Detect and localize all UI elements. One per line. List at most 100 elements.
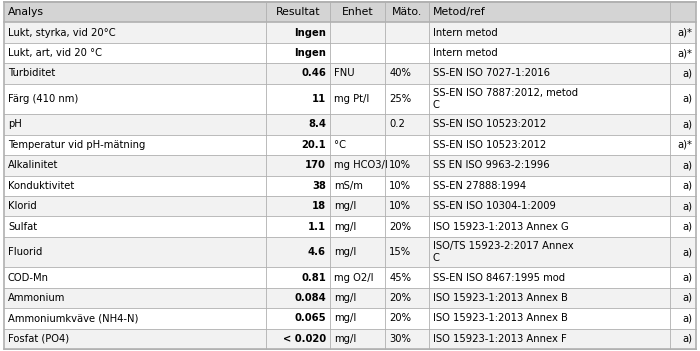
Bar [4, 22, 696, 43]
Text: 10%: 10% [389, 201, 412, 211]
Text: mg/l: mg/l [334, 293, 356, 303]
Text: a): a) [682, 247, 692, 257]
Text: Intern metod: Intern metod [433, 48, 498, 58]
Text: COD-Mn: COD-Mn [8, 273, 49, 283]
Text: SS-EN 27888:1994: SS-EN 27888:1994 [433, 181, 526, 191]
Text: < 0.020: < 0.020 [283, 334, 326, 344]
Text: ISO 15923-1:2013 Annex B: ISO 15923-1:2013 Annex B [433, 293, 568, 303]
Text: a): a) [682, 94, 692, 104]
Text: 25%: 25% [389, 94, 412, 104]
Text: 38: 38 [312, 181, 326, 191]
Text: a): a) [682, 68, 692, 78]
Text: mg O2/l: mg O2/l [334, 273, 373, 283]
Text: Ingen: Ingen [294, 28, 326, 38]
Bar [4, 308, 696, 329]
Text: 0.2: 0.2 [389, 119, 405, 130]
Text: 170: 170 [305, 160, 326, 170]
Text: 20.1: 20.1 [301, 140, 326, 150]
Text: Enhet: Enhet [342, 7, 373, 17]
Text: 20%: 20% [389, 313, 412, 323]
Text: a)*: a)* [677, 28, 692, 38]
Text: SS-EN ISO 10523:2012: SS-EN ISO 10523:2012 [433, 119, 546, 130]
Text: 8.4: 8.4 [308, 119, 326, 130]
Text: 20%: 20% [389, 293, 412, 303]
Text: Ingen: Ingen [294, 48, 326, 58]
Bar [4, 237, 696, 267]
Text: a): a) [682, 119, 692, 130]
Text: Temperatur vid pH-mätning: Temperatur vid pH-mätning [8, 140, 146, 150]
Text: a)*: a)* [677, 140, 692, 150]
Text: Fosfat (PO4): Fosfat (PO4) [8, 334, 69, 344]
Text: mg/l: mg/l [334, 334, 356, 344]
Text: a): a) [682, 334, 692, 344]
Text: 45%: 45% [389, 273, 412, 283]
Text: Ammoniumkväve (NH4-N): Ammoniumkväve (NH4-N) [8, 313, 139, 323]
Text: 15%: 15% [389, 247, 412, 257]
Text: Lukt, art, vid 20 °C: Lukt, art, vid 20 °C [8, 48, 102, 58]
Text: 0.084: 0.084 [294, 293, 326, 303]
Text: Alkalinitet: Alkalinitet [8, 160, 58, 170]
Text: a): a) [682, 181, 692, 191]
Bar [4, 267, 696, 288]
Text: 0.81: 0.81 [301, 273, 326, 283]
Text: Fluorid: Fluorid [8, 247, 43, 257]
Text: mg/l: mg/l [334, 221, 356, 232]
Text: a): a) [682, 221, 692, 232]
Bar [4, 288, 696, 308]
Text: pH: pH [8, 119, 22, 130]
Text: ISO 15923-1:2013 Annex B: ISO 15923-1:2013 Annex B [433, 313, 568, 323]
Text: Lukt, styrka, vid 20°C: Lukt, styrka, vid 20°C [8, 28, 116, 38]
Text: SS-EN ISO 7027-1:2016: SS-EN ISO 7027-1:2016 [433, 68, 550, 78]
Text: a): a) [682, 293, 692, 303]
Text: Metod/ref: Metod/ref [433, 7, 486, 17]
Text: SS-EN ISO 8467:1995 mod: SS-EN ISO 8467:1995 mod [433, 273, 565, 283]
Text: SS-EN ISO 10304-1:2009: SS-EN ISO 10304-1:2009 [433, 201, 556, 211]
Text: mS/m: mS/m [334, 181, 363, 191]
Text: mg/l: mg/l [334, 247, 356, 257]
Text: SS-EN ISO 10523:2012: SS-EN ISO 10523:2012 [433, 140, 546, 150]
Text: Sulfat: Sulfat [8, 221, 37, 232]
Text: Konduktivitet: Konduktivitet [8, 181, 74, 191]
Text: 18: 18 [312, 201, 326, 211]
Text: FNU: FNU [334, 68, 355, 78]
Text: 0.065: 0.065 [294, 313, 326, 323]
Text: Intern metod: Intern metod [433, 28, 498, 38]
Text: a): a) [682, 273, 692, 283]
Bar [4, 43, 696, 63]
Text: SS-EN ISO 7887:2012, metod
C: SS-EN ISO 7887:2012, metod C [433, 88, 578, 110]
Text: Klorid: Klorid [8, 201, 36, 211]
Text: 40%: 40% [389, 68, 411, 78]
Text: Ammonium: Ammonium [8, 293, 65, 303]
Text: Färg (410 nm): Färg (410 nm) [8, 94, 78, 104]
Text: mg HCO3/l: mg HCO3/l [334, 160, 388, 170]
Text: mg/l: mg/l [334, 313, 356, 323]
Text: mg Pt/l: mg Pt/l [334, 94, 369, 104]
Text: 1.1: 1.1 [308, 221, 326, 232]
Text: 30%: 30% [389, 334, 411, 344]
Text: 10%: 10% [389, 181, 412, 191]
Text: mg/l: mg/l [334, 201, 356, 211]
Text: a)*: a)* [677, 48, 692, 58]
Text: 10%: 10% [389, 160, 412, 170]
Text: ISO 15923-1:2013 Annex G: ISO 15923-1:2013 Annex G [433, 221, 568, 232]
Text: °C: °C [334, 140, 346, 150]
Text: ISO/TS 15923-2:2017 Annex
C: ISO/TS 15923-2:2017 Annex C [433, 241, 573, 263]
Bar [4, 329, 696, 349]
Text: a): a) [682, 160, 692, 170]
Text: a): a) [682, 201, 692, 211]
Text: Resultat: Resultat [276, 7, 320, 17]
Text: 20%: 20% [389, 221, 412, 232]
Text: 0.46: 0.46 [301, 68, 326, 78]
Text: 11: 11 [312, 94, 326, 104]
Text: Turbiditet: Turbiditet [8, 68, 55, 78]
Bar [4, 84, 696, 114]
Text: ISO 15923-1:2013 Annex F: ISO 15923-1:2013 Annex F [433, 334, 566, 344]
Text: Analys: Analys [8, 7, 44, 17]
Bar [4, 216, 696, 237]
Bar [4, 155, 696, 176]
Bar [4, 176, 696, 196]
Text: SS EN ISO 9963-2:1996: SS EN ISO 9963-2:1996 [433, 160, 550, 170]
Bar [4, 2, 696, 22]
Bar [4, 135, 696, 155]
Bar [4, 196, 696, 216]
